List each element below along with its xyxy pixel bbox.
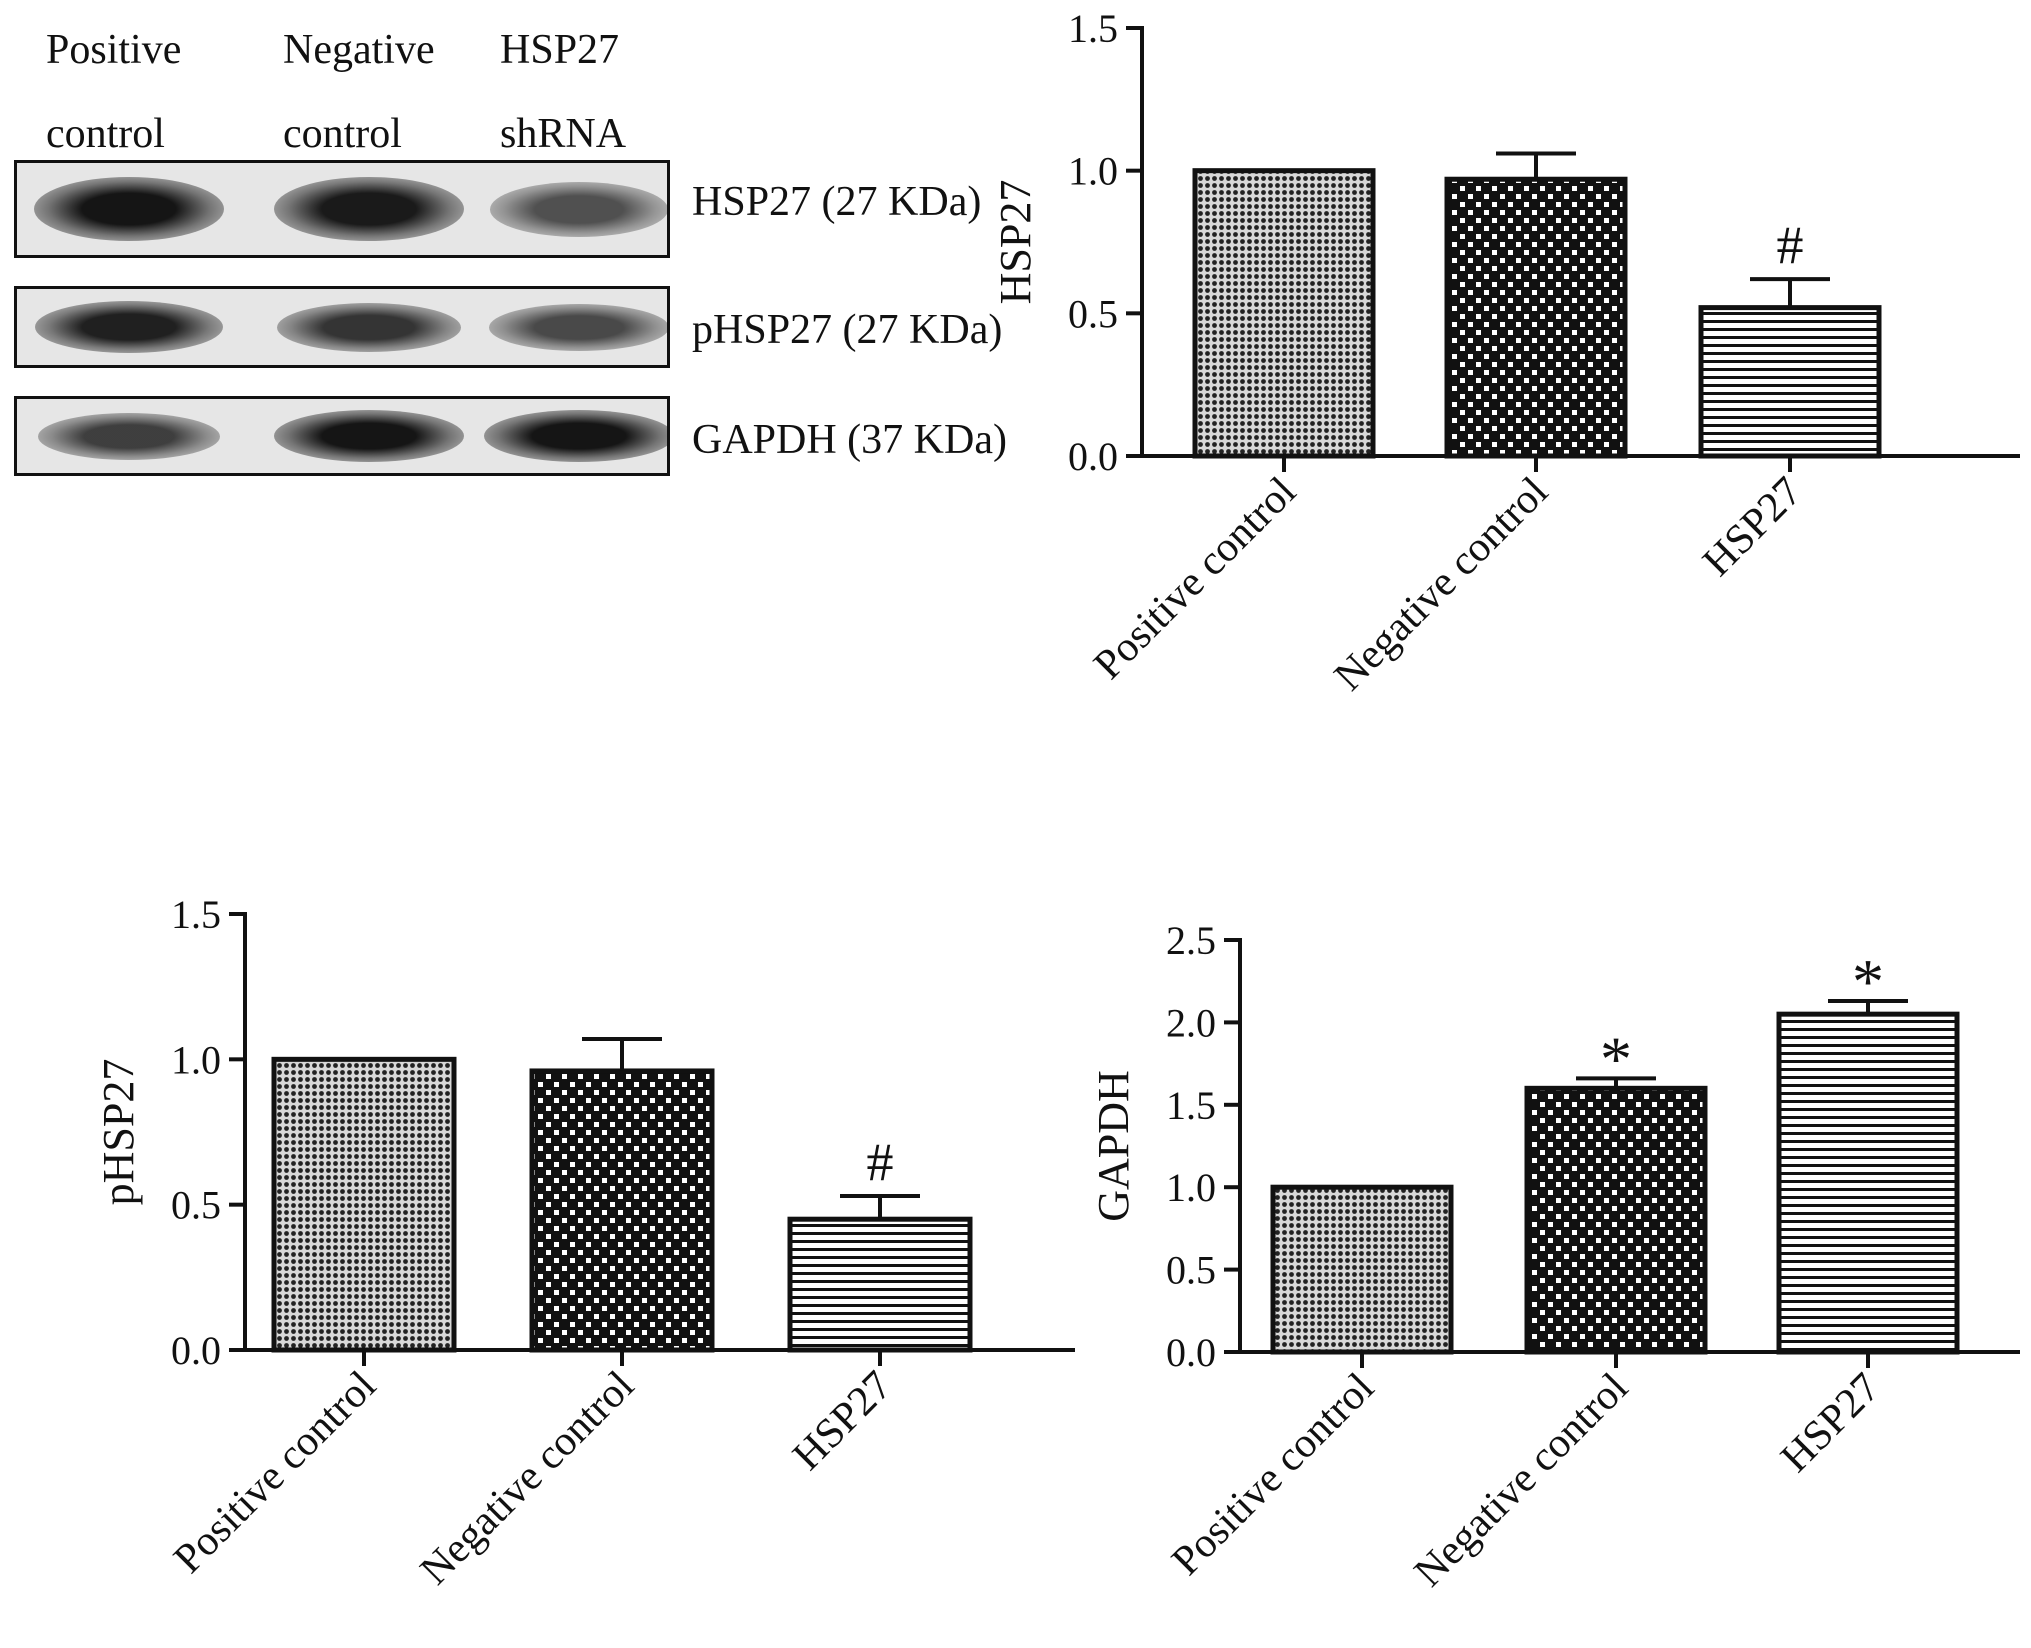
hsp27-bar-chart: 0.0 0.5 1.0 1.5 HSP27 Positive control Negativ… bbox=[991, 6, 2020, 700]
blot-band bbox=[38, 412, 220, 460]
blot-band bbox=[34, 177, 224, 241]
y-tick-label: 1.0 bbox=[171, 1037, 221, 1082]
x-category-label: Positive control bbox=[1085, 469, 1305, 689]
y-tick-label: 0.5 bbox=[1166, 1248, 1216, 1293]
blot-band bbox=[484, 410, 667, 462]
y-tick-label: 0.0 bbox=[1166, 1330, 1216, 1375]
y-tick-label: 2.0 bbox=[1166, 1000, 1216, 1045]
bar bbox=[1524, 1085, 1708, 1355]
blot-strip-phsp27 bbox=[14, 286, 670, 368]
lane-header-line1: Negative bbox=[283, 27, 435, 73]
blot-strip-hsp27 bbox=[14, 160, 670, 258]
lane-header-1: Positive control bbox=[46, 24, 181, 160]
blot-band bbox=[274, 177, 464, 241]
bar bbox=[1698, 305, 1882, 459]
significance-marker: # bbox=[867, 1132, 894, 1192]
y-tick-label: 1.5 bbox=[171, 892, 221, 937]
y-axis-label: HSP27 bbox=[991, 180, 1040, 305]
x-category-label: HSP27 bbox=[784, 1363, 901, 1480]
y-axis-label: pHSP27 bbox=[94, 1059, 143, 1206]
lane-header-line2: control bbox=[46, 111, 165, 157]
x-category-label: Negative control bbox=[1326, 469, 1557, 700]
bar bbox=[1192, 168, 1376, 459]
y-tick-label: 2.5 bbox=[1166, 918, 1216, 963]
y-tick-label: 0.5 bbox=[1068, 291, 1118, 336]
y-tick-label: 0.5 bbox=[171, 1183, 221, 1228]
lane-header-2: Negative control bbox=[283, 24, 435, 160]
y-tick-label: 0.0 bbox=[171, 1328, 221, 1373]
x-category-label: HSP27 bbox=[1772, 1365, 1889, 1482]
y-axis-label: GAPDH bbox=[1089, 1070, 1138, 1222]
x-category-label: HSP27 bbox=[1694, 469, 1811, 586]
y-tick-label: 1.0 bbox=[1068, 149, 1118, 194]
bar bbox=[1270, 1184, 1454, 1355]
lane-header-3: HSP27 shRNA bbox=[500, 24, 626, 160]
y-tick-label: 1.5 bbox=[1166, 1083, 1216, 1128]
blot-label-gapdh: GAPDH (37 KDa) bbox=[692, 417, 1007, 463]
blot-band bbox=[489, 181, 667, 237]
blot-band bbox=[274, 410, 464, 462]
bar bbox=[271, 1056, 457, 1353]
x-category-label: Negative control bbox=[412, 1363, 643, 1594]
significance-marker: * bbox=[1600, 1023, 1632, 1094]
lane-header-line1: HSP27 bbox=[500, 27, 620, 73]
western-blot-panel: Positive control Negative control HSP27 … bbox=[0, 0, 1080, 520]
significance-marker: # bbox=[1777, 215, 1804, 275]
x-category-label: Positive control bbox=[1163, 1365, 1383, 1585]
bar bbox=[529, 1068, 715, 1353]
blot-strip-gapdh bbox=[14, 396, 670, 476]
lane-header-line1: Positive bbox=[46, 27, 182, 73]
significance-marker: * bbox=[1852, 946, 1884, 1017]
blot-band bbox=[489, 303, 667, 351]
bar bbox=[1776, 1011, 1960, 1355]
y-tick-label: 0.0 bbox=[1068, 434, 1118, 479]
blot-band bbox=[35, 301, 223, 353]
lane-header-line2: control bbox=[283, 111, 402, 157]
blot-label-phsp27: pHSP27 (27 KDa) bbox=[692, 307, 1003, 353]
blot-label-hsp27: HSP27 (27 KDa) bbox=[692, 179, 982, 225]
gapdh-bar-chart: 0.0 0.5 1.0 1.5 2.0 2.5 GAPDH Positive control *… bbox=[1089, 918, 2020, 1596]
bar bbox=[787, 1216, 973, 1353]
lane-header-line2: shRNA bbox=[500, 111, 627, 157]
y-tick-label: 1.5 bbox=[1068, 6, 1118, 51]
bar bbox=[1444, 176, 1628, 459]
x-category-label: Negative control bbox=[1406, 1365, 1637, 1596]
y-tick-label: 1.0 bbox=[1166, 1165, 1216, 1210]
phsp27-bar-chart: 0.0 0.5 1.0 1.5 pHSP27 Positive control Negati… bbox=[94, 892, 1075, 1594]
blot-band bbox=[277, 302, 461, 352]
x-category-label: Positive control bbox=[165, 1363, 385, 1583]
